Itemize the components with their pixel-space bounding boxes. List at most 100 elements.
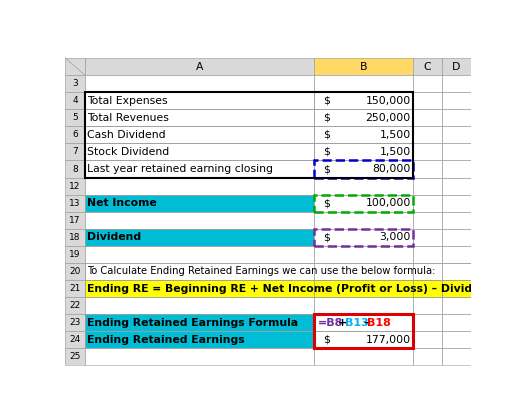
Bar [65,263,85,280]
Text: 25: 25 [70,352,81,361]
Bar [413,246,442,263]
Bar [65,246,85,263]
Text: 21: 21 [70,284,81,293]
Bar [314,126,413,143]
Bar [413,143,442,161]
Bar [314,143,413,161]
Bar [442,331,471,348]
Bar [314,109,413,126]
Bar [442,195,471,212]
Bar [65,109,85,126]
Text: 150,000: 150,000 [366,96,411,106]
Text: Last year retained earning closing: Last year retained earning closing [87,164,273,174]
Bar [85,212,314,229]
Bar [85,314,314,331]
Text: To Calculate Ending Retained Earnings we can use the below formula:: To Calculate Ending Retained Earnings we… [87,266,435,276]
Bar [314,75,413,92]
Bar [65,75,85,92]
Bar [65,58,85,75]
Bar [85,331,314,348]
Bar [442,263,471,280]
Text: 5: 5 [72,113,78,122]
Bar [442,75,471,92]
Bar [314,195,413,212]
Bar [85,229,314,246]
Bar [314,263,413,280]
Bar [65,178,85,195]
Bar [85,229,314,246]
Bar [65,195,85,212]
Bar [85,263,314,280]
Text: 250,000: 250,000 [366,113,411,123]
Bar [314,143,413,161]
Bar [314,331,413,348]
Text: 22: 22 [70,301,81,310]
Bar [442,92,471,109]
Bar [314,314,413,331]
Bar [413,178,442,195]
Bar [442,161,471,178]
Bar [65,143,85,161]
Text: D: D [452,62,460,72]
Text: C: C [424,62,431,72]
Bar [85,178,314,195]
Text: 20: 20 [70,267,81,276]
Bar [65,161,85,178]
Bar [65,126,85,143]
Bar [442,143,471,161]
Bar [85,92,413,178]
Text: Dividend: Dividend [87,232,141,242]
Bar [65,297,85,314]
Text: $: $ [323,96,329,106]
Bar [442,212,471,229]
Bar [85,126,314,143]
Bar [314,92,413,109]
Text: 100,000: 100,000 [366,198,411,208]
Text: 6: 6 [72,131,78,139]
Bar [65,143,85,161]
Bar [413,348,442,365]
Bar [85,126,314,143]
Bar [65,331,85,348]
Text: Stock Dividend: Stock Dividend [87,147,169,157]
Bar [314,348,413,365]
Bar [413,109,442,126]
Text: 19: 19 [70,250,81,259]
Bar [413,126,442,143]
Bar [85,109,314,126]
Bar [85,280,471,297]
Bar [65,195,85,212]
Bar [85,92,314,109]
Bar [413,263,442,280]
Bar [65,161,85,178]
Bar [314,195,413,212]
Bar [413,314,442,331]
Text: $: $ [323,113,329,123]
Bar [442,195,471,212]
Bar [442,109,471,126]
Text: 3: 3 [72,79,78,88]
Bar [314,178,413,195]
Bar [314,109,413,126]
Bar [413,331,442,348]
Bar [314,314,413,331]
Text: =B8: =B8 [318,318,343,328]
Text: 4: 4 [72,96,78,105]
Bar [85,331,314,348]
Bar [85,161,314,178]
Bar [413,348,442,365]
Bar [314,92,413,109]
Bar [314,161,413,178]
Bar [442,246,471,263]
Bar [85,75,314,92]
Bar [65,229,85,246]
Bar [85,126,314,143]
Text: +: + [337,318,347,328]
Bar [413,297,442,314]
Bar [314,229,413,246]
Text: -: - [363,318,368,328]
Bar [314,58,413,75]
Bar [314,229,413,246]
Text: Ending Retained Earnings: Ending Retained Earnings [87,335,244,345]
Bar [85,195,314,212]
